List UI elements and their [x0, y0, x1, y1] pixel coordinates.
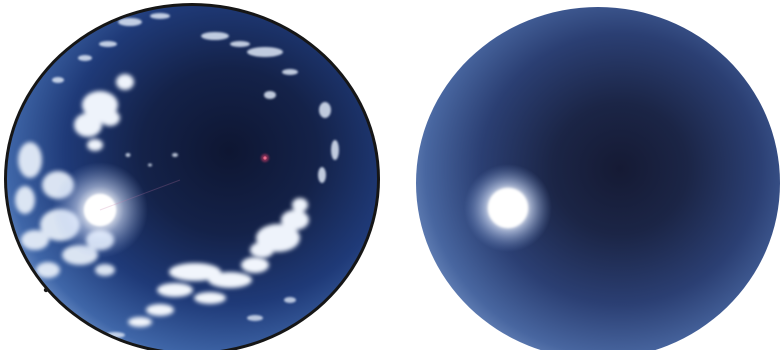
fisheye-photo-panel [4, 3, 380, 350]
rendered-sky-panel [390, 0, 780, 350]
clouds [15, 13, 339, 338]
fisheye-photo [4, 3, 380, 350]
rendered-sky [416, 7, 780, 350]
sky-disk [416, 7, 780, 350]
rim-speck [43, 287, 49, 293]
